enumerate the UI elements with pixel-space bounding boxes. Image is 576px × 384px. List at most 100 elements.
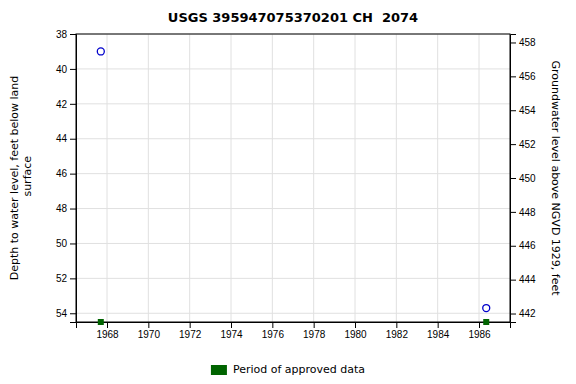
- x-tick-mark: [190, 322, 191, 328]
- title: USGS 395947075370201 CH 2074: [168, 10, 418, 25]
- x-tick-mark: [396, 322, 397, 328]
- y2-tick: 446: [510, 240, 536, 251]
- y2-tick-label: 456: [519, 71, 536, 82]
- legend-label: Period of approved data: [233, 363, 365, 376]
- approved-marker: [483, 319, 489, 325]
- x-axis: 1968197019721974197619781980198219841986: [77, 322, 511, 340]
- x-tick: 1984: [427, 322, 450, 340]
- x-tick-label: 1970: [138, 329, 161, 340]
- approved-marker: [98, 319, 104, 325]
- x-tick-label: 1984: [427, 329, 450, 340]
- y2-tick: 448: [510, 207, 536, 218]
- y2-tick-label: 450: [519, 173, 536, 184]
- y2-tick-mark: [510, 178, 516, 179]
- y-tick-mark: [70, 243, 76, 244]
- y2-tick-label: 454: [519, 105, 536, 116]
- x-tick-label: 1974: [220, 329, 243, 340]
- y-tick-mark: [70, 313, 76, 314]
- y-tick-label: 54: [56, 308, 68, 319]
- x-tick-mark: [148, 322, 149, 328]
- y-tick-label: 46: [56, 168, 68, 179]
- x-axis-line: [77, 323, 511, 329]
- grid: [76, 34, 510, 322]
- y2-tick-label: 452: [519, 139, 536, 150]
- y2-axis-line: [511, 35, 517, 323]
- x-tick: 1972: [179, 322, 202, 340]
- y-tick-label: 50: [56, 238, 68, 249]
- y2-tick-mark: [510, 280, 516, 281]
- y-tick: 54: [56, 308, 76, 319]
- y-tick-mark: [70, 139, 76, 140]
- y-tick: 50: [56, 238, 76, 249]
- approved-markers: [98, 319, 489, 325]
- plot: 1968197019721974197619781980198219841986…: [8, 29, 562, 340]
- y-tick: 46: [56, 168, 76, 179]
- x-tick: 1974: [220, 322, 243, 340]
- x-tick: 1978: [303, 322, 326, 340]
- legend-swatch: [211, 365, 227, 375]
- x-tick: 1970: [138, 322, 161, 340]
- y-grid-line: [76, 138, 510, 139]
- x-tick-mark: [272, 322, 273, 328]
- x-tick-label: 1972: [179, 329, 202, 340]
- x-tick-mark: [107, 322, 108, 328]
- y-tick-mark: [70, 174, 76, 175]
- y-tick-label: 48: [56, 203, 68, 214]
- y2-tick: 456: [510, 71, 536, 82]
- x-tick: 1976: [262, 322, 285, 340]
- y-grid-line: [76, 313, 510, 314]
- x-tick: 1980: [344, 322, 367, 340]
- x-tick-label: 1978: [303, 329, 326, 340]
- y2-tick-label: 444: [519, 274, 536, 285]
- x-tick-label: 1968: [96, 329, 119, 340]
- marks: [97, 48, 489, 312]
- y-axis: 38 40 42 44 46 48 50 52 54: [56, 29, 77, 323]
- y-tick-mark: [70, 104, 76, 105]
- plot-frame: [76, 34, 510, 322]
- y2-tick-label: 442: [519, 308, 536, 319]
- y-grid-line: [76, 68, 510, 69]
- x-tick-mark: [314, 322, 315, 328]
- y2-tick: 452: [510, 139, 536, 150]
- y2-tick-label: 458: [519, 37, 536, 48]
- y-tick-label: 40: [56, 64, 68, 75]
- y-axis-title: Depth to water level, feet below land su…: [8, 76, 34, 281]
- y-tick: 48: [56, 203, 76, 214]
- y-grid-line: [76, 103, 510, 104]
- y2-tick-label: 448: [519, 207, 536, 218]
- x-tick-label: 1986: [468, 329, 491, 340]
- y-tick-mark: [70, 34, 76, 35]
- y-tick-label: 44: [56, 133, 68, 144]
- data-point: [483, 305, 490, 312]
- y2-axis-title: Groundwater level above NGVD 1929, feet: [549, 60, 562, 296]
- y2-tick-mark: [510, 314, 516, 315]
- y-tick: 38: [56, 29, 76, 40]
- y-grid-line: [76, 243, 510, 244]
- y-tick-mark: [70, 278, 76, 279]
- y-grid-line: [76, 208, 510, 209]
- y2-tick: 454: [510, 105, 536, 116]
- x-tick-label: 1980: [344, 329, 367, 340]
- y-tick-mark: [70, 69, 76, 70]
- y2-tick: 442: [510, 308, 536, 319]
- data-point: [97, 48, 104, 55]
- y2-tick-label: 446: [519, 240, 536, 251]
- y-tick-mark: [70, 209, 76, 210]
- x-tick-mark: [355, 322, 356, 328]
- x-tick-mark: [438, 322, 439, 328]
- y2-tick-mark: [510, 76, 516, 77]
- y2-axis: 442 444 446 448 450 452 454 456 458: [510, 35, 536, 323]
- y-tick-label: 42: [56, 99, 68, 110]
- y2-tick: 444: [510, 274, 536, 285]
- x-tick-mark: [231, 322, 232, 328]
- y2-tick-mark: [510, 110, 516, 111]
- legend: Period of approved data: [211, 363, 365, 376]
- x-tick-mark: [479, 322, 480, 328]
- y-tick: 44: [56, 133, 76, 144]
- y-grid-line: [76, 278, 510, 279]
- chart: 1968197019721974197619781980198219841986…: [0, 0, 576, 384]
- y-tick-label: 52: [56, 273, 68, 284]
- y2-tick-mark: [510, 212, 516, 213]
- y-tick: 52: [56, 273, 76, 284]
- y-tick: 42: [56, 99, 76, 110]
